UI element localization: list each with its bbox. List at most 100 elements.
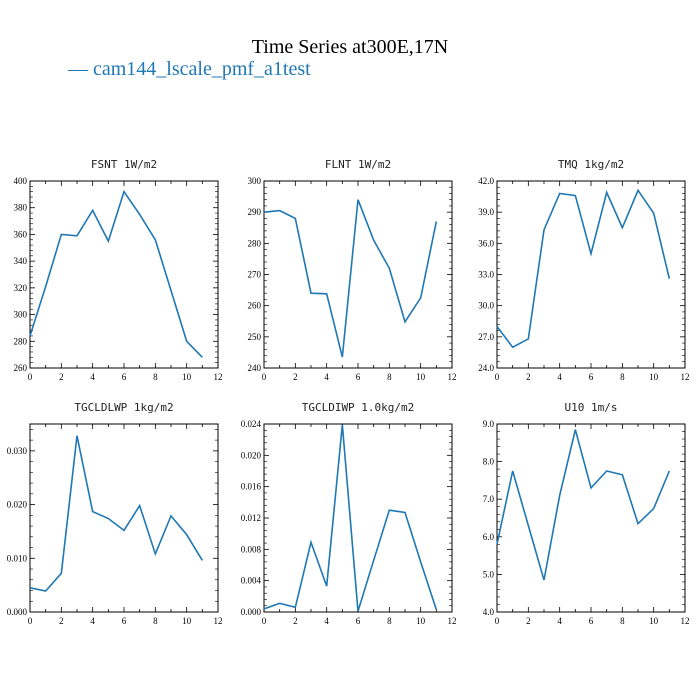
series-line: [496, 188, 671, 349]
y-tick-label: 8.0: [483, 457, 495, 467]
x-tick-label: 2: [293, 616, 298, 626]
series-line: [29, 189, 203, 358]
y-tick-label: 280: [14, 336, 28, 346]
series-line: [496, 429, 671, 581]
panel-title: TGCLDIWP 1.0kg/m2: [302, 401, 415, 414]
series-line: [263, 199, 438, 358]
x-tick-label: 0: [495, 616, 500, 626]
panel-5: TGCLDIWP 1.0kg/m2 0 2 4 6 8 10 12 0.000 0.004 0.00…: [241, 401, 457, 626]
y-tick-label: 4.0: [483, 607, 495, 617]
x-tick-label: 4: [90, 616, 95, 626]
y-tick-label: 0.024: [241, 419, 262, 429]
x-tick-label: 8: [387, 616, 392, 626]
x-tick-label: 6: [589, 616, 594, 626]
x-tick-label: 12: [448, 616, 457, 626]
y-tick-label: 270: [248, 270, 262, 280]
plot-frame: [263, 423, 453, 613]
x-tick-label: 10: [416, 616, 426, 626]
y-tick-label: 5.0: [483, 569, 495, 579]
plot-frame: [496, 423, 686, 613]
x-tick-label: 6: [589, 372, 594, 382]
y-tick-label: 24.0: [478, 363, 494, 373]
x-tick-label: 4: [557, 372, 562, 382]
x-tick-label: 12: [681, 616, 690, 626]
x-tick-label: 10: [182, 372, 192, 382]
y-tick-label: 240: [248, 363, 262, 373]
legend: — cam144_lscale_pmf_a1test: [68, 58, 311, 81]
x-tick-label: 10: [649, 372, 659, 382]
y-tick-label: 280: [248, 238, 262, 248]
y-tick-label: 0.016: [241, 482, 262, 492]
y-tick-label: 290: [248, 207, 262, 217]
x-tick-label: 2: [526, 372, 531, 382]
series-line: [263, 424, 438, 612]
y-tick-label: 27.0: [478, 332, 494, 342]
y-tick-label: 39.0: [478, 207, 494, 217]
x-tick-label: 6: [122, 372, 127, 382]
x-tick-label: 0: [262, 616, 267, 626]
x-tick-label: 4: [324, 616, 329, 626]
y-tick-label: 360: [14, 229, 28, 239]
plot-frame: [29, 423, 219, 613]
y-tick-label: 7.0: [483, 494, 495, 504]
y-tick-label: 0.008: [241, 544, 262, 554]
y-tick-label: 380: [14, 203, 28, 213]
y-tick-label: 300: [14, 310, 28, 320]
panel-1: FSNT 1W/m2 0 2 4 6 8 10 12 260 280 300 320 340 360 380…: [14, 158, 223, 382]
y-tick-label: 340: [14, 256, 28, 266]
x-tick-label: 12: [214, 616, 223, 626]
y-tick-label: 6.0: [483, 532, 495, 542]
y-tick-label: 0.012: [241, 513, 261, 523]
y-tick-label: 260: [248, 301, 262, 311]
y-tick-label: 400: [14, 176, 28, 186]
panel-title: FSNT 1W/m2: [91, 158, 157, 171]
y-tick-label: 0.004: [241, 576, 262, 586]
y-tick-label: 9.0: [483, 419, 495, 429]
panel-title: FLNT 1W/m2: [325, 158, 391, 171]
x-tick-label: 6: [122, 616, 127, 626]
y-tick-label: 30.0: [478, 301, 494, 311]
y-tick-label: 33.0: [478, 270, 494, 280]
x-tick-label: 6: [356, 372, 361, 382]
legend-swatch: —: [68, 58, 93, 80]
panel-3: TMQ 1kg/m2 0 2 4 6 8 10 12 24.0 27.0 30.0 33.0 36.0 3…: [478, 158, 689, 382]
x-tick-label: 8: [620, 372, 625, 382]
x-tick-label: 10: [649, 616, 659, 626]
x-tick-label: 2: [59, 616, 64, 626]
x-tick-label: 2: [293, 372, 298, 382]
y-tick-label: 260: [14, 363, 28, 373]
x-tick-label: 6: [356, 616, 361, 626]
y-tick-label: 36.0: [478, 238, 494, 248]
y-tick-label: 0.020: [7, 500, 28, 510]
panel-2: FLNT 1W/m2 0 2 4 6 8 10 12 240 250 260 270 280 290 300: [248, 158, 457, 382]
y-tick-label: 0.020: [241, 450, 262, 460]
panel-title: TGCLDLWP 1kg/m2: [74, 401, 173, 414]
y-tick-label: 0.010: [7, 553, 28, 563]
y-tick-label: 320: [14, 283, 28, 293]
x-tick-label: 2: [526, 616, 531, 626]
y-tick-label: 0.000: [7, 607, 28, 617]
x-tick-label: 8: [620, 616, 625, 626]
x-tick-label: 0: [495, 372, 500, 382]
x-tick-label: 0: [262, 372, 267, 382]
x-tick-label: 10: [182, 616, 192, 626]
x-tick-label: 8: [387, 372, 392, 382]
y-tick-label: 300: [248, 176, 262, 186]
plot-frame: [29, 180, 219, 369]
figure-title: Time Series at300E,17N: [251, 36, 449, 58]
plot-frame: [263, 180, 453, 369]
x-tick-label: 12: [448, 372, 457, 382]
panel-title: U10 1m/s: [565, 401, 618, 414]
panel-4: TGCLDLWP 1kg/m2 0 2 4 6 8 10 12 0.000 0.010 0.020 0…: [7, 401, 223, 626]
panel-title: TMQ 1kg/m2: [558, 158, 624, 171]
x-tick-label: 2: [59, 372, 64, 382]
y-tick-label: 0.000: [241, 607, 262, 617]
x-tick-label: 4: [90, 372, 95, 382]
x-tick-label: 8: [153, 372, 158, 382]
x-tick-label: 0: [28, 616, 33, 626]
x-tick-label: 10: [416, 372, 426, 382]
y-tick-label: 42.0: [478, 176, 494, 186]
series-line: [29, 435, 204, 592]
x-tick-label: 12: [214, 372, 223, 382]
